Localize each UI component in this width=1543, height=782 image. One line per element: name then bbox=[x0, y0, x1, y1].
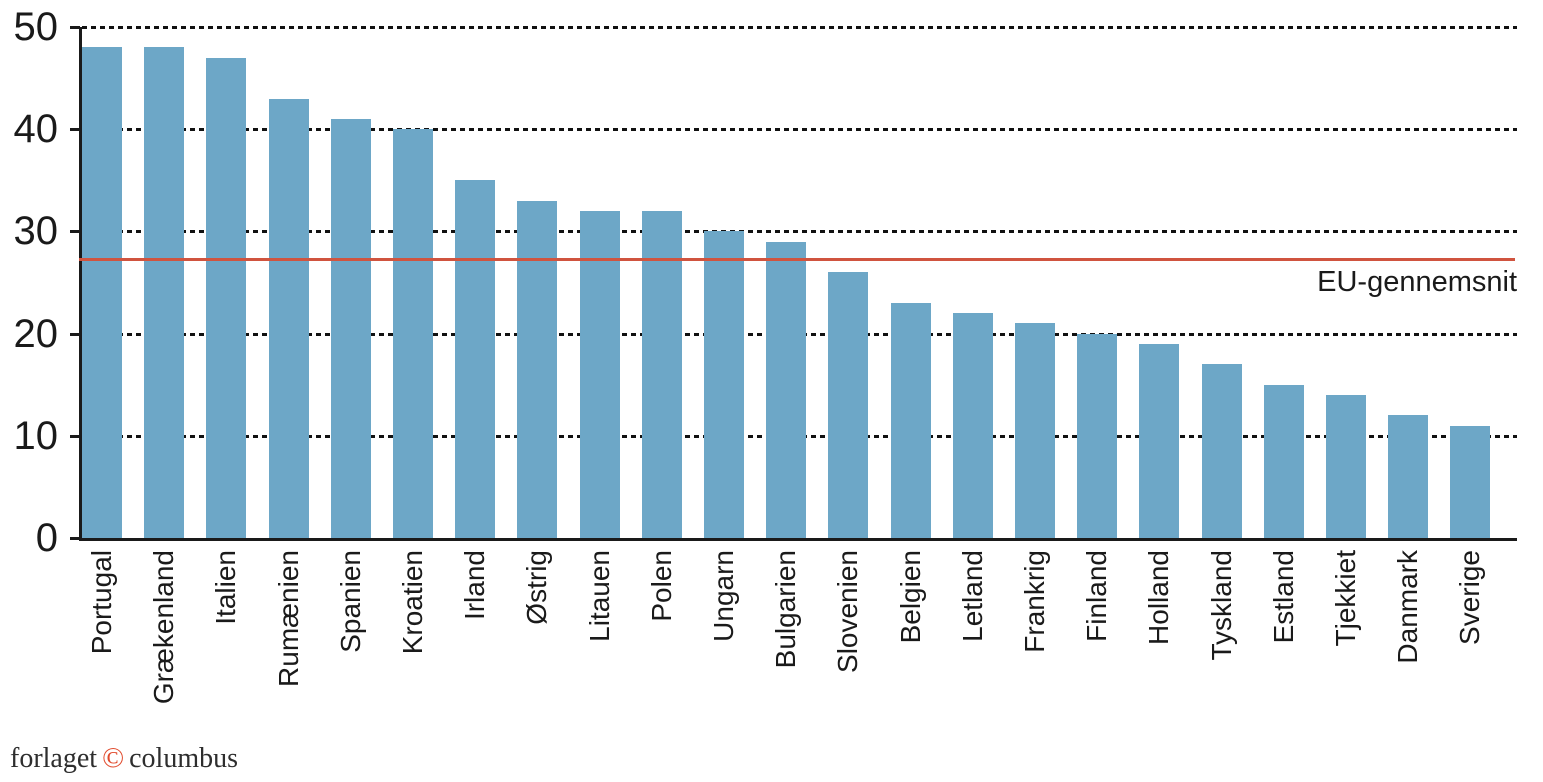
x-axis-label: Portugal bbox=[86, 550, 117, 655]
x-axis-label: Slovenien bbox=[832, 550, 864, 673]
x-axis-label: Estland bbox=[1267, 550, 1299, 644]
x-axis-label: Tyskland bbox=[1205, 550, 1237, 661]
bar bbox=[704, 231, 744, 538]
x-axis-label: Østrig bbox=[521, 550, 553, 625]
x-axis-label: Grækenland bbox=[148, 550, 180, 705]
bar bbox=[206, 57, 247, 538]
x-axis-label: Danmark bbox=[1392, 550, 1424, 664]
x-axis-label: Finland bbox=[1081, 550, 1113, 642]
bar bbox=[455, 180, 496, 538]
bar bbox=[144, 47, 185, 538]
x-axis-label: Bulgarien bbox=[770, 550, 802, 669]
x-axis-label: Polen bbox=[645, 550, 677, 622]
x-axis-label: Frankrig bbox=[1019, 550, 1050, 653]
y-axis-tick bbox=[70, 230, 80, 234]
y-axis-tick bbox=[70, 26, 80, 29]
x-axis-label: Rumænien bbox=[272, 550, 304, 687]
x-axis-label: Kroatien bbox=[397, 550, 428, 655]
bar bbox=[890, 302, 931, 538]
eu-average-line bbox=[79, 257, 1515, 261]
bar bbox=[828, 272, 869, 538]
eu-average-label: EU-gennemsnit bbox=[1317, 266, 1517, 298]
bar bbox=[952, 313, 993, 538]
bar bbox=[1139, 343, 1180, 538]
copyright-icon: © bbox=[102, 742, 125, 774]
x-axis-label: Tjekkiet bbox=[1330, 550, 1361, 647]
bar bbox=[268, 98, 309, 538]
y-tick-label: 10 bbox=[13, 413, 59, 458]
y-axis-tick bbox=[70, 434, 80, 438]
bar bbox=[330, 118, 371, 538]
bar bbox=[393, 129, 433, 538]
y-axis-tick bbox=[70, 128, 80, 132]
x-axis-label: Sverige bbox=[1454, 550, 1486, 645]
x-axis-label: Italien bbox=[210, 550, 242, 625]
y-tick-label: 30 bbox=[13, 209, 59, 254]
bar bbox=[82, 47, 122, 538]
bar bbox=[517, 200, 558, 538]
y-axis bbox=[79, 27, 82, 541]
bar bbox=[1015, 323, 1055, 538]
bar bbox=[766, 241, 807, 538]
bar bbox=[1326, 394, 1366, 538]
y-tick-label: 50 bbox=[13, 5, 59, 49]
y-axis-tick bbox=[70, 332, 80, 336]
y-tick-label: 0 bbox=[35, 516, 58, 560]
x-axis-label: Spanien bbox=[334, 550, 366, 653]
publisher-suffix: columbus bbox=[129, 743, 238, 774]
gridline-30 bbox=[82, 230, 1517, 234]
x-axis-label: Holland bbox=[1143, 550, 1175, 645]
x-axis-label: Litauen bbox=[583, 550, 615, 642]
y-tick-label: 20 bbox=[13, 311, 59, 356]
publisher-credit: forlaget © columbus bbox=[10, 742, 238, 775]
x-axis-label: Ungarn bbox=[708, 550, 739, 642]
gridline-40 bbox=[82, 128, 1517, 132]
y-tick-label: 40 bbox=[13, 107, 59, 152]
bar bbox=[1388, 415, 1429, 538]
bar bbox=[641, 210, 682, 538]
y-axis-tick bbox=[70, 537, 80, 540]
bar bbox=[1201, 364, 1242, 538]
x-axis-label: Irland bbox=[459, 550, 491, 621]
publisher-prefix: forlaget bbox=[10, 743, 98, 774]
x-axis bbox=[79, 538, 1517, 541]
gridline-50 bbox=[82, 26, 1517, 29]
bar bbox=[579, 210, 620, 538]
x-axis-label: Letland bbox=[956, 550, 988, 642]
x-axis-label: Belgien bbox=[894, 550, 926, 644]
bar bbox=[1263, 384, 1304, 538]
bar bbox=[1450, 425, 1491, 538]
bar bbox=[1077, 333, 1118, 538]
